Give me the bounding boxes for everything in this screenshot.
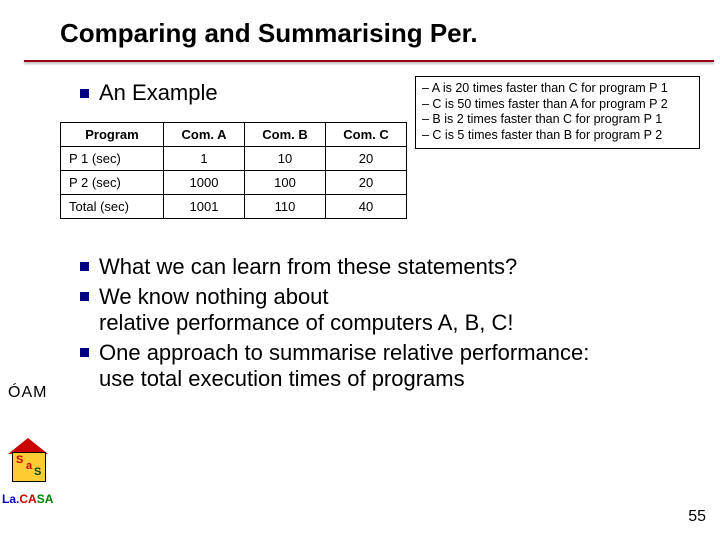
comparison-table: Program Com. A Com. B Com. C P 1 (sec) 1…	[60, 122, 407, 219]
statements-box: – A is 20 times faster than C for progra…	[415, 76, 700, 149]
cell-label: P 1 (sec)	[61, 147, 164, 171]
cell: 10	[245, 147, 326, 171]
logo-letter: S	[16, 454, 23, 466]
col-com-b: Com. B	[245, 123, 326, 147]
house-icon: S a S	[8, 438, 48, 482]
col-program: Program	[61, 123, 164, 147]
page-title: Comparing and Summarising Per.	[60, 18, 700, 49]
bullet-item: What we can learn from these statements?	[80, 254, 690, 280]
title-underline	[24, 58, 714, 62]
bullet-text: We know nothing about relative performan…	[99, 284, 690, 336]
bullet-icon	[80, 292, 89, 301]
lacasa-logo: S a S	[8, 438, 52, 482]
cell: 1000	[164, 171, 245, 195]
cell: 110	[245, 195, 326, 219]
bullet-text: What we can learn from these statements?	[99, 254, 690, 280]
stmt: – A is 20 times faster than C for progra…	[422, 81, 693, 97]
logo-letter: S	[34, 466, 41, 478]
lacasa-sa: SA	[37, 492, 54, 506]
bullet-text: One approach to summarise relative perfo…	[99, 340, 690, 392]
cell: 20	[326, 147, 407, 171]
table-row: P 1 (sec) 1 10 20	[61, 147, 407, 171]
bullet-icon	[80, 348, 89, 357]
col-com-c: Com. C	[326, 123, 407, 147]
cell: 1	[164, 147, 245, 171]
cell-label: Total (sec)	[61, 195, 164, 219]
example-label: An Example	[99, 80, 218, 106]
cell: 100	[245, 171, 326, 195]
cell-label: P 2 (sec)	[61, 171, 164, 195]
cell: 40	[326, 195, 407, 219]
stmt: – B is 2 times faster than C for program…	[422, 112, 693, 128]
lacasa-ca: CA	[19, 492, 36, 506]
stmt: – C is 50 times faster than A for progra…	[422, 97, 693, 113]
title-wrap: Comparing and Summarising Per.	[60, 18, 700, 49]
table: Program Com. A Com. B Com. C P 1 (sec) 1…	[60, 122, 407, 219]
cell: 1001	[164, 195, 245, 219]
table-row: P 2 (sec) 1000 100 20	[61, 171, 407, 195]
bullet-icon	[80, 89, 89, 98]
copyright-am: ÓAM	[8, 384, 47, 402]
table-row: Total (sec) 1001 110 40	[61, 195, 407, 219]
table-header-row: Program Com. A Com. B Com. C	[61, 123, 407, 147]
body-bullets: What we can learn from these statements?…	[80, 254, 690, 396]
example-heading: An Example	[80, 80, 218, 106]
col-com-a: Com. A	[164, 123, 245, 147]
page-number: 55	[688, 508, 706, 526]
slide: Comparing and Summarising Per. An Exampl…	[0, 0, 720, 540]
stmt: – C is 5 times faster than B for program…	[422, 128, 693, 144]
bullet-item: One approach to summarise relative perfo…	[80, 340, 690, 392]
bullet-item: We know nothing about relative performan…	[80, 284, 690, 336]
bullet-icon	[80, 262, 89, 271]
lacasa-text: La.CASA	[2, 492, 53, 506]
lacasa-la: La.	[2, 492, 19, 506]
logo-letter: a	[26, 460, 32, 472]
cell: 20	[326, 171, 407, 195]
